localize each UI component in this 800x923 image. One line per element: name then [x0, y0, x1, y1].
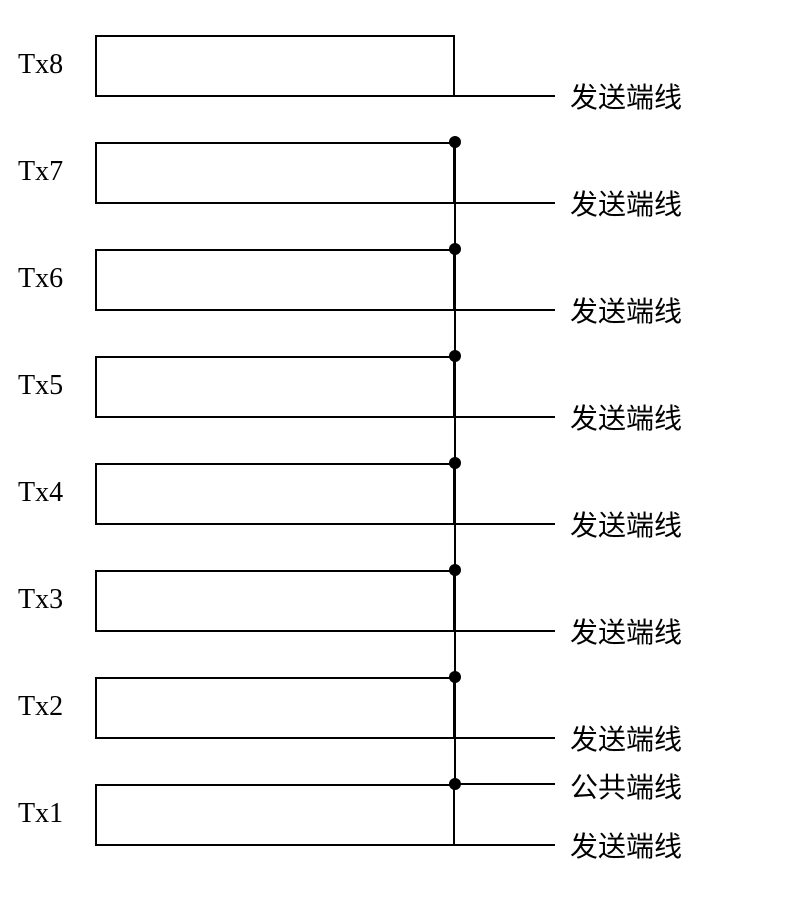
common-line	[455, 783, 555, 785]
tx-box-5	[95, 356, 455, 418]
send-line-4	[455, 523, 555, 525]
tx-box-8	[95, 35, 455, 97]
bus-node-6	[449, 243, 461, 255]
bus-node-4	[449, 457, 461, 469]
common-label: 公共端线	[570, 766, 682, 806]
tx-box-7	[95, 142, 455, 204]
send-line-6	[455, 309, 555, 311]
tx-box-3	[95, 570, 455, 632]
tx-label-3: Tx3	[18, 584, 63, 616]
send-line-2	[455, 737, 555, 739]
send-label-2: 发送端线	[570, 718, 682, 758]
tx-label-4: Tx4	[18, 477, 63, 509]
bus-node-2	[449, 671, 461, 683]
send-label-8: 发送端线	[570, 76, 682, 116]
tx-label-8: Tx8	[18, 49, 63, 81]
bus-node-3	[449, 564, 461, 576]
tx-label-6: Tx6	[18, 263, 63, 295]
tx-box-6	[95, 249, 455, 311]
send-line-5	[455, 416, 555, 418]
tx-box-2	[95, 677, 455, 739]
send-label-6: 发送端线	[570, 290, 682, 330]
send-label-1: 发送端线	[570, 825, 682, 865]
send-line-7	[455, 202, 555, 204]
send-line-8	[455, 95, 555, 97]
send-label-5: 发送端线	[570, 397, 682, 437]
bus-node-5	[449, 350, 461, 362]
send-label-3: 发送端线	[570, 611, 682, 651]
bus-node-7	[449, 136, 461, 148]
tx-label-5: Tx5	[18, 370, 63, 402]
tx-label-1: Tx1	[18, 798, 63, 830]
send-line-3	[455, 630, 555, 632]
tx-box-4	[95, 463, 455, 525]
tx-label-7: Tx7	[18, 156, 63, 188]
send-line-1	[455, 844, 555, 846]
diagram-stage: Tx8 发送端线 Tx7 发送端线 Tx6 发送端线 Tx5 发送端线 Tx4 发送端线 Tx3 发送…	[0, 0, 800, 923]
send-label-7: 发送端线	[570, 183, 682, 223]
tx-box-1	[95, 784, 455, 846]
send-label-4: 发送端线	[570, 504, 682, 544]
tx-label-2: Tx2	[18, 691, 63, 723]
